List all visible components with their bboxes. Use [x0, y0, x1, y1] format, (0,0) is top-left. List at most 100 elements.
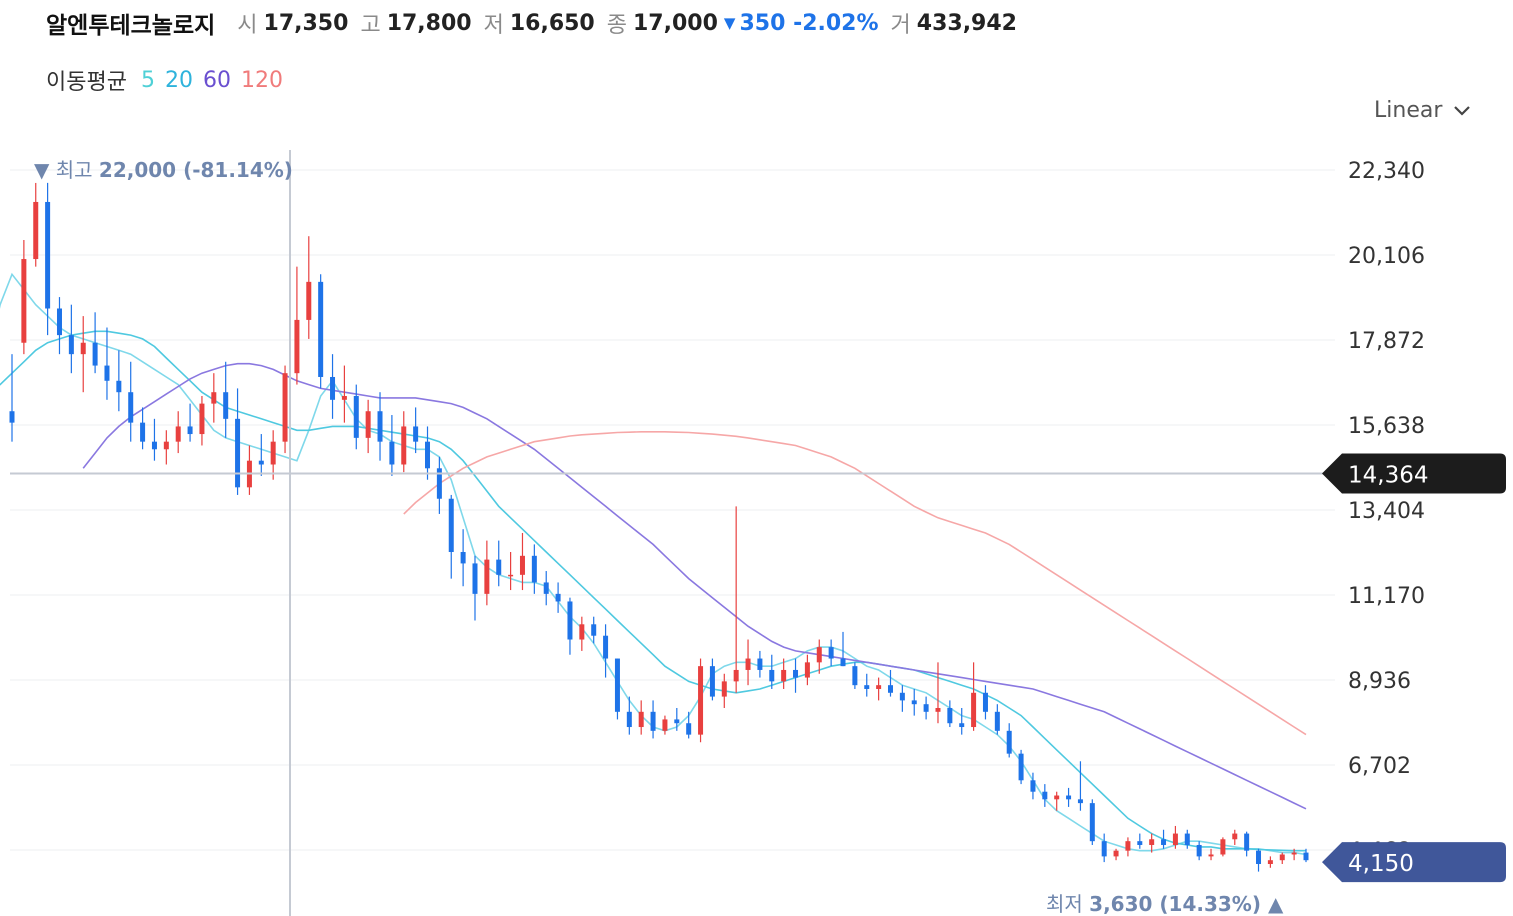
candle-body — [709, 666, 715, 697]
candle — [460, 529, 466, 587]
ma-120-label[interactable]: 120 — [240, 67, 283, 93]
ma-5-label[interactable]: 5 — [140, 67, 155, 93]
candle-body — [1113, 850, 1119, 857]
close-price: 17,000 — [633, 10, 718, 36]
candle — [1184, 829, 1190, 849]
crosshair-price-badge-text: 14,364 — [1348, 462, 1428, 488]
candle — [947, 700, 953, 728]
y-tick-label: 15,638 — [1348, 414, 1425, 439]
candle-body — [508, 574, 514, 577]
price-badges: 14,364 4,150 — [1322, 453, 1506, 883]
candle — [258, 434, 264, 476]
candle-body — [175, 426, 181, 442]
candle — [353, 384, 359, 450]
candle — [425, 426, 431, 480]
candle-body — [852, 666, 858, 686]
candle — [1089, 799, 1095, 845]
candle — [721, 673, 727, 709]
candle-body — [365, 411, 371, 438]
candle — [401, 411, 407, 473]
candle-body — [151, 441, 157, 450]
candle-body — [899, 692, 905, 701]
candle-body — [745, 658, 751, 670]
candle-body — [128, 392, 134, 423]
high-annotation-label: 최고 — [56, 158, 99, 182]
extreme-annotations: ▼ 최고 22,000 (-81.14%) 최저 3,630 (14.33%) ▲ — [34, 158, 1284, 916]
high-annotation-pct: (-81.14%) — [183, 158, 293, 182]
candle — [294, 266, 300, 385]
low-annotation-label: 최저 — [1046, 892, 1089, 916]
candle-body — [1279, 854, 1285, 861]
candle — [531, 544, 537, 594]
candle — [9, 354, 15, 442]
ma-5-line — [0, 272, 1307, 856]
candle-body — [686, 723, 692, 735]
candle — [876, 677, 882, 701]
ma-60-label[interactable]: 60 — [202, 67, 231, 93]
candle-body — [828, 647, 834, 659]
candle-body — [389, 441, 395, 465]
volume-label: 거 — [890, 13, 911, 38]
candle — [68, 304, 74, 374]
candle-body — [1244, 833, 1250, 851]
candle-body — [911, 700, 917, 705]
low-annotation-pct: (14.33%) — [1159, 892, 1268, 916]
ma-20-label[interactable]: 20 — [164, 67, 193, 93]
candle-body — [318, 281, 324, 377]
candle-body — [56, 308, 62, 336]
candle-body — [377, 411, 383, 442]
last-price-badge-text: 4,150 — [1348, 851, 1414, 877]
candle-body — [579, 624, 585, 640]
candle — [448, 494, 454, 579]
candle-body — [211, 392, 217, 404]
candle — [626, 696, 632, 735]
candle — [852, 662, 858, 689]
candle — [56, 297, 62, 355]
candle — [199, 396, 205, 446]
candle — [33, 182, 39, 267]
candle-body — [638, 711, 644, 728]
candle — [413, 407, 419, 454]
candle — [745, 639, 751, 686]
candle — [1196, 841, 1202, 861]
candle-body — [223, 392, 229, 419]
candle — [128, 361, 134, 442]
moving-average-lines — [0, 272, 1307, 856]
candle-body — [603, 635, 609, 659]
candle-body — [116, 380, 122, 393]
candle-body — [472, 563, 478, 594]
candle — [1149, 833, 1155, 853]
candle — [484, 540, 490, 606]
high-label: 고 — [360, 13, 381, 38]
price-axis: 22,340 20,106 17,872 15,638 13,404 11,170 8,93… — [1348, 159, 1425, 864]
candle — [1042, 784, 1048, 807]
candle-body — [1267, 860, 1273, 865]
candle — [911, 688, 917, 716]
candle — [994, 704, 1000, 735]
candle — [377, 392, 383, 461]
y-tick-label: 22,340 — [1348, 159, 1425, 184]
candle-body — [840, 658, 846, 667]
scale-selector[interactable]: Linear — [1374, 98, 1472, 123]
candle-body — [104, 365, 110, 381]
candle-body — [781, 669, 787, 682]
candle-body — [1184, 833, 1190, 845]
candle — [1232, 829, 1238, 845]
candle-body — [1042, 791, 1048, 800]
low-label: 저 — [483, 13, 504, 38]
candle-body — [21, 259, 27, 343]
candle-body — [1125, 841, 1131, 851]
candle — [140, 407, 146, 450]
candle — [104, 327, 110, 400]
candle — [151, 418, 157, 461]
candle-body — [235, 418, 241, 488]
open-price: 17,350 — [263, 10, 349, 36]
candle-body — [804, 662, 810, 678]
candle — [982, 685, 988, 720]
candle-body — [1291, 852, 1297, 855]
candle-body — [591, 624, 597, 636]
candle — [1303, 848, 1309, 863]
candle-body — [258, 460, 264, 465]
candle — [887, 669, 893, 697]
